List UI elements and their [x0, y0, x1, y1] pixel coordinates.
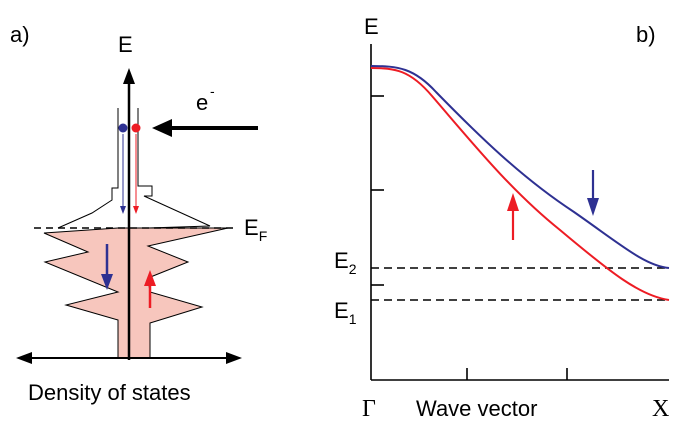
panel-b-label: b): [636, 22, 656, 47]
panel-a-label: a): [10, 22, 30, 47]
energy-axis-label-b: E: [364, 14, 379, 39]
dos-axis-left-arrowhead: [16, 352, 32, 364]
electron-injection-arrowhead: [152, 119, 172, 137]
e1-label: E1: [334, 298, 357, 327]
e2-label: E2: [334, 248, 357, 277]
occupied-states-fill: [43, 227, 229, 359]
wavevector-axis-title: Wave vector: [416, 396, 537, 421]
spin-down-drop-arrowhead: [120, 206, 126, 214]
spin-down-band: [370, 65, 670, 269]
spin-down-electron: [118, 123, 128, 133]
energy-axis-arrowhead-a: [123, 68, 135, 84]
spin-up-arrowhead: [144, 270, 156, 286]
spin-up-drop-arrowhead: [133, 206, 139, 214]
dos-outline-spin-up: [137, 108, 211, 229]
panel-a: a) E e - EF Density: [10, 22, 267, 405]
electron-charge-label: -: [210, 83, 215, 99]
gamma-point-label: Γ: [362, 396, 376, 421]
spin-down-arrowhead: [101, 274, 113, 290]
dos-axis-title: Density of states: [28, 380, 191, 405]
dos-outline-spin-down: [57, 108, 119, 229]
x-point-label: X: [652, 396, 669, 421]
fermi-level-label: EF: [244, 215, 267, 244]
spin-up-electron: [131, 123, 141, 133]
spin-up-band-arrowhead: [507, 193, 519, 211]
spin-up-band: [370, 67, 670, 301]
spin-down-band-arrowhead: [587, 198, 599, 216]
panel-b: b) E E2 E1 Γ Wave vector X: [334, 14, 669, 421]
energy-axis-label-a: E: [118, 32, 133, 57]
dos-axis-right-arrowhead: [226, 352, 242, 364]
electron-label: e: [196, 90, 208, 115]
